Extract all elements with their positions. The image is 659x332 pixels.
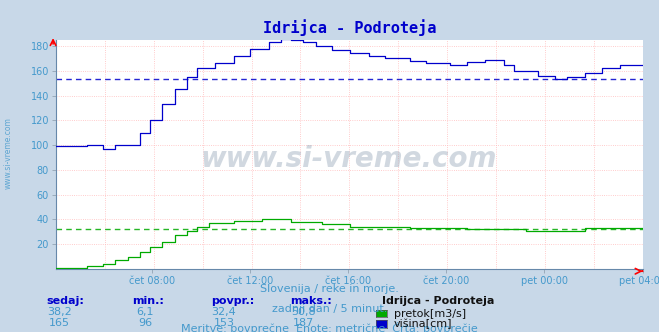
Text: 50,8: 50,8 <box>291 307 316 317</box>
Text: maks.:: maks.: <box>290 296 331 306</box>
Title: Idrijca - Podroteja: Idrijca - Podroteja <box>262 19 436 36</box>
Text: povpr.:: povpr.: <box>211 296 254 306</box>
Text: sedaj:: sedaj: <box>46 296 84 306</box>
Text: www.si-vreme.com: www.si-vreme.com <box>3 117 13 189</box>
Text: 32,4: 32,4 <box>212 307 237 317</box>
Text: 153: 153 <box>214 318 235 328</box>
Text: www.si-vreme.com: www.si-vreme.com <box>201 145 498 173</box>
Text: Idrijca - Podroteja: Idrijca - Podroteja <box>382 296 495 306</box>
Text: 187: 187 <box>293 318 314 328</box>
Text: Meritve: povprečne  Enote: metrične  Črta: povprečje: Meritve: povprečne Enote: metrične Črta:… <box>181 322 478 332</box>
Text: 96: 96 <box>138 318 152 328</box>
Text: Slovenija / reke in morje.: Slovenija / reke in morje. <box>260 284 399 294</box>
Text: min.:: min.: <box>132 296 163 306</box>
Text: 38,2: 38,2 <box>47 307 72 317</box>
Text: višina[cm]: višina[cm] <box>394 319 453 330</box>
Text: 6,1: 6,1 <box>136 307 154 317</box>
Text: pretok[m3/s]: pretok[m3/s] <box>394 309 466 319</box>
Text: 165: 165 <box>49 318 70 328</box>
Text: zadnji dan / 5 minut.: zadnji dan / 5 minut. <box>272 304 387 314</box>
